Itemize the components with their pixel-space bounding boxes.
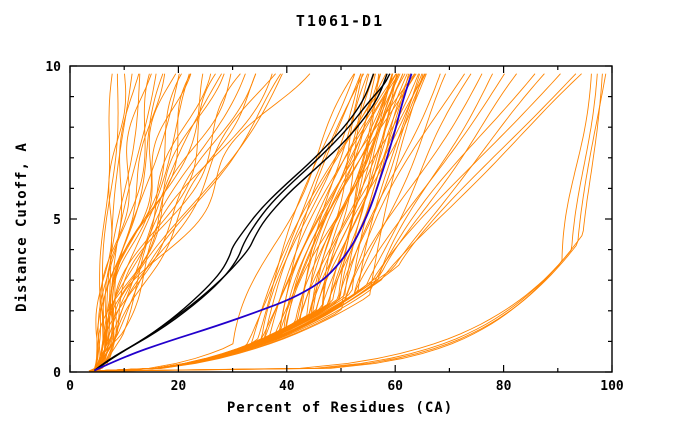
model-curve [95,73,190,372]
y-tick-label: 5 [53,213,61,228]
model-curve [95,73,400,372]
highlight-curve [93,73,375,372]
model-curve [97,73,536,372]
model-curve [93,73,393,372]
model-curve [88,73,394,372]
chart-title: T1061-D1 [295,12,385,30]
model-curve [90,73,257,372]
model-curve [92,73,222,372]
x-tick-label: 0 [66,379,74,394]
y-axis-label: Distance Cutoff, A [14,142,30,312]
x-axis-label: Percent of Residues (CA) [226,400,454,416]
model-curve [97,73,355,372]
model-curve [99,73,417,372]
x-tick-label: 80 [496,379,512,394]
model-curve [94,73,232,372]
y-tick-label: 10 [45,60,61,75]
model-curve [94,73,164,372]
model-curve [95,73,370,372]
x-tick-label: 40 [279,379,295,394]
model-curve [95,73,408,372]
model-curve [88,73,152,372]
model-curve [97,73,391,372]
model-curve [93,73,415,372]
model-curve [88,73,561,372]
y-tick-label: 0 [53,366,61,381]
model-curve [93,73,582,372]
model-curve [99,73,424,372]
model-curve [99,73,246,372]
x-tick-label: 100 [600,379,624,394]
model-curve [88,73,113,372]
model-curve [99,73,545,372]
model-curve [95,73,382,372]
x-tick-label: 20 [171,379,187,394]
model-curve [88,73,483,372]
highlight-curve [93,73,388,372]
model-curve [88,73,397,372]
model-curve [90,73,257,372]
model-curve [92,73,127,372]
model-curve [97,73,603,372]
model-curve [97,73,212,372]
model-curve [88,73,607,372]
model-curve [88,73,362,372]
model-curve [95,73,598,372]
reference-curve [94,73,413,372]
curves-layer [88,73,607,372]
model-curve [88,73,204,372]
model-curve [88,73,180,372]
model-curve [88,73,311,372]
model-curve [91,73,397,372]
model-curve [91,73,427,372]
model-curve [92,73,273,372]
model-curve [99,73,472,372]
model-curve [96,73,282,372]
model-curve [97,73,423,372]
model-curve [88,73,401,372]
highlight-curve [94,73,391,372]
model-curve [95,73,276,372]
model-curve [93,73,381,372]
model-curve [97,73,393,372]
x-tick-label: 60 [387,379,403,394]
model-curve [99,73,592,372]
model-curve [97,73,465,372]
plot-frame [69,65,613,373]
model-curve [93,73,356,372]
